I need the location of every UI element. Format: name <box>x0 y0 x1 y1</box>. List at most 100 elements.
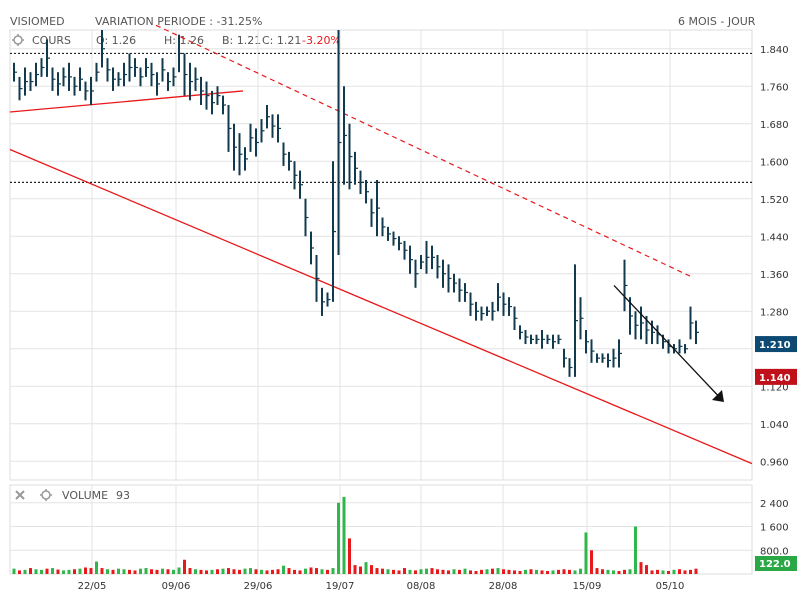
volume-bar <box>232 569 236 574</box>
volume-bar <box>205 570 208 574</box>
volume-bar <box>271 569 274 574</box>
volume-bar <box>95 561 98 574</box>
volume-bar <box>67 569 71 574</box>
volume-last-label: 122.0 <box>759 559 791 570</box>
volume-bar <box>337 502 340 574</box>
volume-bar <box>73 569 76 574</box>
volume-bar <box>331 568 335 574</box>
last-price-label: 1.210 <box>759 340 791 351</box>
volume-bar <box>353 565 357 574</box>
volume-bar <box>375 568 379 574</box>
volume-bar <box>370 565 373 574</box>
volume-bar <box>298 570 302 574</box>
support-trendline-short <box>9 90 244 113</box>
volume-bar <box>315 568 318 574</box>
y-tick-label: 1.280 <box>760 307 789 318</box>
volume-bar <box>397 570 401 574</box>
volume-bar <box>447 570 450 574</box>
last-price-box <box>755 336 797 353</box>
volume-bar <box>78 568 82 574</box>
volume-bar <box>623 569 626 574</box>
volume-y-tick-label: 1 600 <box>760 523 789 534</box>
volume-bar <box>34 569 38 574</box>
y-tick-label: 1.600 <box>760 157 789 168</box>
volume-bar <box>392 569 395 574</box>
gear-icon[interactable] <box>12 34 24 46</box>
close-value: C: 1.21 <box>262 34 301 47</box>
volume-bar <box>342 496 346 574</box>
volume-bar <box>419 569 423 574</box>
volume-bar <box>557 569 560 574</box>
x-tick-label: 22/05 <box>78 581 107 592</box>
volume-bar <box>672 569 676 574</box>
volume-bar <box>441 569 445 574</box>
volume-bar <box>309 567 313 574</box>
volume-bar <box>579 568 582 574</box>
low-value: B: 1.21 <box>222 34 261 47</box>
volume-bar <box>128 569 131 574</box>
volume-bar <box>210 569 214 574</box>
variation-label: VARIATION PERIODE : -31.25% <box>95 15 262 28</box>
volume-gear-icon[interactable] <box>40 489 52 501</box>
volume-bar <box>480 569 483 574</box>
x-tick-label: 29/06 <box>244 581 273 592</box>
volume-bar <box>139 568 142 574</box>
volume-bar <box>639 562 643 574</box>
volume-bar <box>56 569 60 574</box>
volume-bar <box>150 569 153 574</box>
volume-bar <box>122 569 126 574</box>
y-tick-label: 1.760 <box>760 82 789 93</box>
volume-bar <box>573 570 577 574</box>
volume-bar <box>430 568 434 574</box>
y-tick-label: 1.680 <box>760 120 789 131</box>
volume-bar <box>606 569 610 574</box>
target-price-box <box>755 368 797 385</box>
volume-bar <box>51 568 54 574</box>
y-tick-label: 1.120 <box>760 382 789 393</box>
close-icon[interactable] <box>15 490 25 500</box>
volume-bar <box>100 568 104 574</box>
y-tick-label: 1.440 <box>760 232 789 243</box>
volume-bar <box>595 568 599 574</box>
period-label: 6 MOIS - JOUR <box>678 15 756 28</box>
volume-bar <box>183 559 186 574</box>
volume-bar <box>403 568 406 574</box>
y-tick-label: 1.520 <box>760 195 789 206</box>
price-frame <box>9 29 753 481</box>
volume-bar <box>667 571 670 574</box>
x-tick-label: 15/09 <box>573 581 602 592</box>
volume-plot: 22/05 09/06 29/06 19/07 08/08 28/08 15/09 05/10… <box>9 484 797 592</box>
volume-bar <box>683 570 687 574</box>
volume-bar <box>381 568 384 574</box>
y-tick-label: 1.360 <box>760 270 789 281</box>
volume-bar <box>276 569 280 574</box>
volume-bar <box>166 569 170 574</box>
volume-bar <box>546 571 549 574</box>
volume-bar <box>238 569 241 574</box>
volume-bar <box>29 568 32 574</box>
volume-bar <box>293 569 296 574</box>
volume-bar <box>282 565 285 574</box>
volume-bar <box>265 570 269 574</box>
volume-bar <box>62 570 65 574</box>
volume-bar <box>144 568 148 574</box>
volume-bar <box>106 569 109 574</box>
volume-bar <box>249 568 252 574</box>
x-tick-label: 05/10 <box>656 581 685 592</box>
volume-bar <box>436 569 439 574</box>
volume-bar <box>425 568 428 574</box>
volume-bar <box>221 568 225 574</box>
price-series-label: COURS <box>32 34 71 47</box>
volume-bar <box>243 568 247 574</box>
volume-bar <box>689 569 692 574</box>
volume-bar <box>656 569 659 574</box>
volume-bar <box>18 570 21 574</box>
volume-bar <box>188 568 192 574</box>
volume-bar <box>491 568 494 574</box>
volume-bar <box>584 532 588 574</box>
volume-bar <box>172 569 175 574</box>
volume-last-box <box>755 556 797 571</box>
projection-arrow-head <box>712 389 724 402</box>
volume-bar <box>535 569 538 574</box>
